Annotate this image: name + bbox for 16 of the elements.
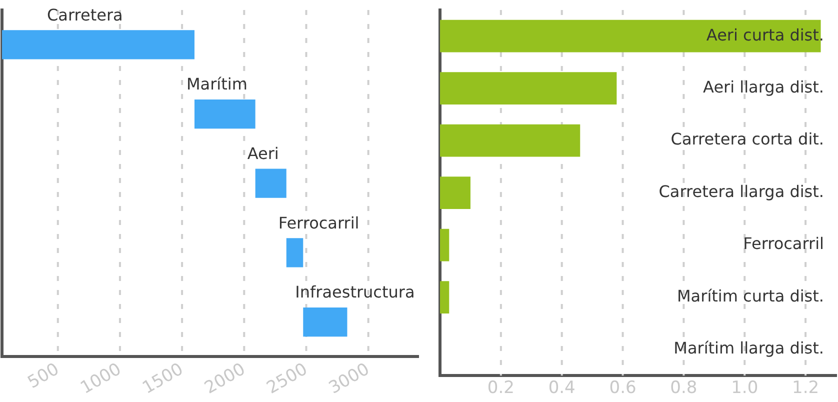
category-label: Ferrocarril [743,234,824,254]
category-label: Marítim llarga dist. [674,338,824,358]
category-label: Carretera llarga dist. [658,182,824,201]
y-tick-label: Infraestructura [295,282,415,302]
y-tick-label: Marítim [186,74,248,94]
bar [440,20,821,52]
y-tick-label: Aeri [247,144,279,163]
bar [440,281,450,314]
category-label: Aeri llarga dist. [703,78,824,96]
bar [440,72,617,105]
category-label: Marítim curta dist. [677,286,824,306]
bar [440,176,470,209]
bar [440,124,580,157]
y-tick-label: Carretera [47,5,123,24]
bar [440,228,450,262]
category-label: Carretera corta dit. [670,130,824,149]
